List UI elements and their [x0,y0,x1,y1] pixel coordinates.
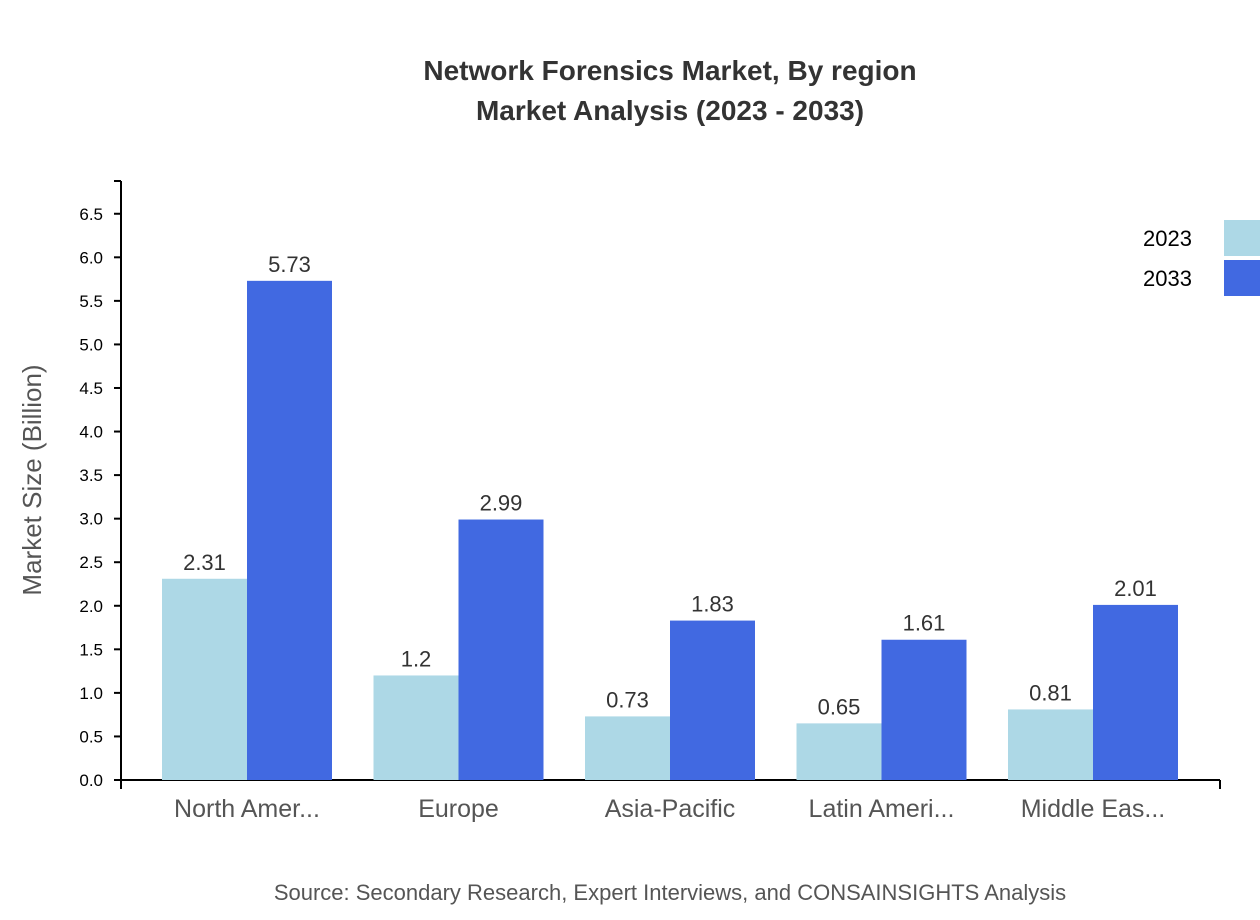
bar-2023 [373,675,459,780]
chart-subtitle: Market Analysis (2023 - 2033) [476,95,864,126]
x-tick-label: Latin Ameri... [809,795,955,823]
y-tick-label: 2.5 [79,553,103,572]
y-tick-label: 0.0 [79,771,103,790]
y-tick-label: 2.0 [79,597,103,616]
y-tick-label: 3.0 [79,510,103,529]
data-label: 0.73 [606,687,649,712]
data-label: 0.65 [818,694,861,719]
y-tick-label: 5.5 [79,292,103,311]
bar-2023 [1008,709,1093,780]
legend-label: 2023 [1143,226,1192,251]
bar-2033 [458,519,544,780]
y-axis-label: Market Size (Billion) [17,364,47,595]
y-tick-label: 6.0 [79,248,103,267]
x-tick-label: Asia-Pacific [605,795,736,823]
data-label: 0.81 [1029,680,1072,705]
y-tick-label: 3.5 [79,466,103,485]
y-tick-label: 5.0 [79,335,103,354]
bar-2023 [162,578,247,780]
bar-2033 [1093,604,1178,780]
y-tick-label: 1.0 [79,684,103,703]
data-label: 2.99 [480,491,523,516]
bar-2033 [670,620,755,780]
bar-2033 [881,639,967,780]
x-tick-label: Middle Eas... [1021,795,1166,823]
data-label: 1.2 [401,646,432,671]
bar-2033 [247,280,332,780]
data-label: 5.73 [268,252,311,277]
y-tick-label: 0.5 [79,727,103,746]
data-label: 1.83 [691,592,734,617]
source-note: Source: Secondary Research, Expert Inter… [274,880,1066,905]
x-tick-label: North Amer... [174,795,320,823]
data-label: 2.31 [183,550,226,575]
legend-swatch-2023 [1224,220,1260,256]
y-tick-label: 1.5 [79,640,103,659]
y-tick-label: 6.5 [79,205,103,224]
legend-label: 2033 [1143,266,1192,291]
chart-title: Network Forensics Market, By region [423,55,916,86]
y-tick-label: 4.5 [79,379,103,398]
y-tick-label: 4.0 [79,423,103,442]
x-tick-label: Europe [418,795,499,823]
bar-2023 [585,716,670,780]
data-label: 1.61 [903,611,946,636]
bar-2023 [796,723,882,780]
data-label: 2.01 [1114,576,1157,601]
legend-swatch-2033 [1224,260,1260,296]
